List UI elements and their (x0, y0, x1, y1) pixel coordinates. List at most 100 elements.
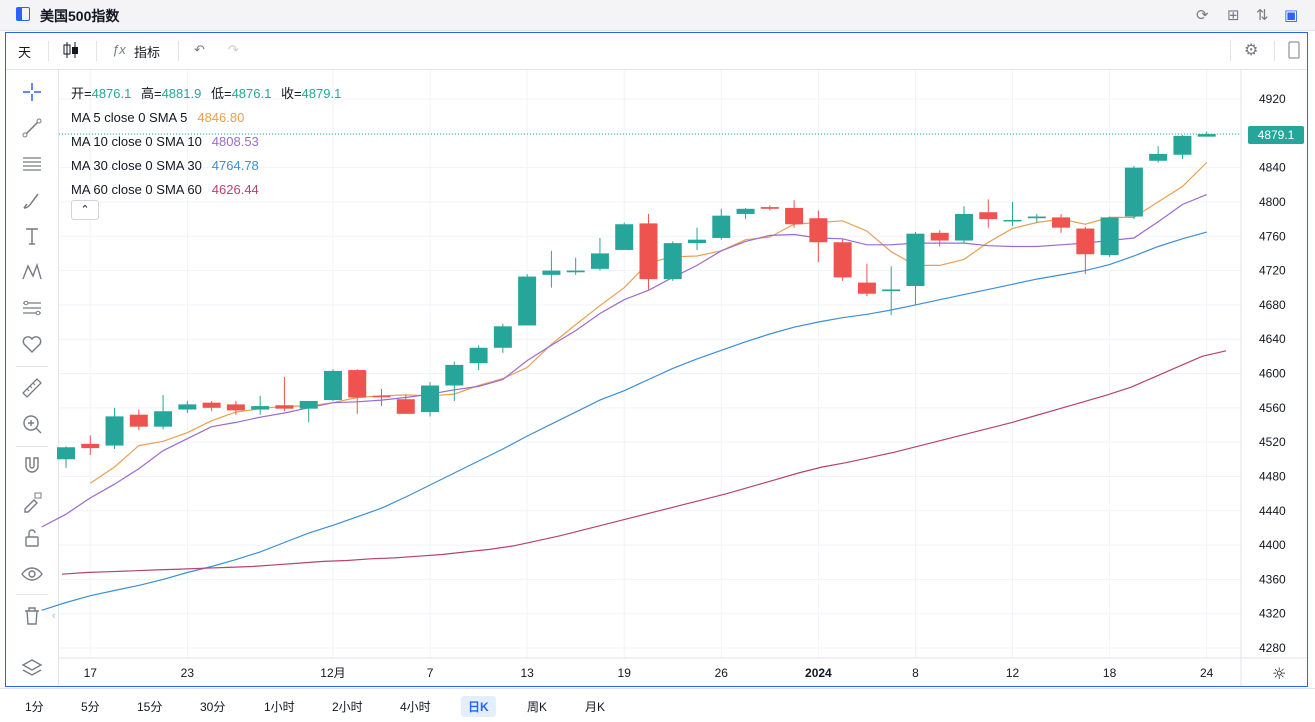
candle-body (833, 242, 852, 278)
undo-icon[interactable]: ↶ (194, 42, 205, 57)
candle-body (154, 411, 173, 427)
timeframe-1m[interactable]: 1分 (25, 700, 44, 714)
lock-drawing-icon[interactable] (20, 490, 44, 514)
trend-line-icon[interactable] (20, 116, 44, 140)
ma-line-2 (41, 194, 1207, 528)
date-tick-label: 7 (427, 666, 434, 680)
date-tick-label: 12 (1006, 666, 1020, 680)
candle-body (396, 399, 415, 414)
candle-body (372, 395, 391, 398)
candle-body (251, 406, 270, 410)
legend-collapse-button[interactable]: ⌃ (71, 200, 99, 220)
low-label: 低= (210, 86, 232, 101)
timeframe-day[interactable]: 日K (461, 696, 496, 717)
candle-type-icon[interactable] (62, 40, 80, 63)
refresh-icon[interactable]: ⟳ (1196, 7, 1209, 24)
price-tick-label: 4640 (1259, 332, 1286, 346)
candle-body (202, 402, 221, 408)
collapse-toolbar-icon[interactable]: ‹ (52, 610, 56, 622)
candle-body (518, 276, 537, 326)
chevron-up-icon: ⌃ (80, 204, 90, 216)
eye-icon[interactable] (20, 562, 44, 586)
close-label: 收= (280, 86, 302, 101)
timeframe-5m[interactable]: 5分 (81, 700, 100, 714)
grid (59, 70, 1241, 658)
sidebar-toggle-icon[interactable] (16, 7, 30, 21)
candle-body (129, 414, 148, 427)
fullscreen-icon[interactable] (1286, 41, 1302, 62)
candle-body (1173, 135, 1192, 155)
title-bar: 美国500指数 ⟳ ⊞ ⇅ ▣ (0, 0, 1315, 31)
timeframe-week[interactable]: 周K (527, 700, 548, 714)
price-tick-label: 4600 (1259, 367, 1286, 381)
ma30-label: MA 30 close 0 SMA 30 (71, 158, 202, 173)
brush-icon[interactable] (20, 188, 44, 212)
candle-body (493, 326, 512, 348)
timeframe-2h[interactable]: 2小时 (332, 700, 363, 714)
chart-frame (5, 32, 1308, 687)
ma5-row: MA 5 close 0 SMA 5 4846.80 (71, 106, 341, 130)
settings-icon[interactable]: ⚙ (1244, 42, 1259, 59)
sort-icon[interactable]: ⇅ (1256, 7, 1269, 24)
open-value: 4876.1 (91, 86, 132, 101)
grid-icon[interactable]: ⊞ (1227, 7, 1240, 24)
panel-icon[interactable]: ▣ (1284, 7, 1299, 24)
candle-body (1027, 216, 1046, 219)
candle-body (954, 213, 973, 241)
price-tick-label: 4520 (1259, 435, 1286, 449)
candle-body (809, 218, 828, 243)
price-axis: 4280 4320 4360 4400 4440 4480 4520 4560 4600 4640… (1240, 70, 1286, 686)
layers-icon[interactable] (20, 656, 44, 680)
function-icon[interactable]: ƒx (112, 42, 126, 57)
price-tick-label: 4720 (1259, 264, 1286, 278)
ma60-row: MA 60 close 0 SMA 60 4626.44 (71, 178, 341, 202)
timeframe-15m[interactable]: 15分 (137, 700, 163, 714)
timeframe-4h[interactable]: 4小时 (400, 700, 431, 714)
indicators-button[interactable]: 指标 (134, 45, 161, 60)
candle-body (688, 239, 707, 244)
high-value: 4881.9 (161, 86, 202, 101)
ohlc-row: 开=4876.1 高=4881.9 低=4876.1 收=4879.1 (71, 82, 341, 106)
candle-body (1197, 134, 1216, 137)
date-tick-label: 26 (715, 666, 729, 680)
pattern-icon[interactable] (20, 260, 44, 284)
timeframe-30m[interactable]: 30分 (200, 700, 226, 714)
ma5-label: MA 5 close 0 SMA 5 (71, 110, 188, 125)
ma60-label: MA 60 close 0 SMA 60 (71, 182, 202, 197)
crosshair-icon[interactable] (20, 80, 44, 104)
drawing-toolbar (6, 70, 59, 686)
measure-lines-icon[interactable] (20, 296, 44, 320)
date-tick-label: 17 (84, 666, 98, 680)
redo-icon[interactable]: ↷ (228, 42, 239, 57)
candle-body (1076, 228, 1095, 255)
candle-body (712, 215, 731, 238)
axis-settings-icon: ☼ (1272, 664, 1286, 683)
candle-body (275, 405, 294, 409)
ma5-value: 4846.80 (197, 110, 245, 125)
zoom-in-icon[interactable] (20, 412, 44, 436)
candle-body (105, 416, 124, 446)
ma30-row: MA 30 close 0 SMA 30 4764.78 (71, 154, 341, 178)
candle-body (81, 443, 100, 449)
candle-body (857, 282, 876, 294)
candle-body (445, 364, 464, 386)
candle-body (1003, 219, 1022, 222)
timeframe-1h[interactable]: 1小时 (264, 700, 295, 714)
low-value: 4876.1 (231, 86, 272, 101)
ma30-value: 4764.78 (211, 158, 259, 173)
horizontal-lines-icon[interactable] (20, 152, 44, 176)
price-tick-label: 4440 (1259, 504, 1286, 518)
heart-icon[interactable] (20, 332, 44, 356)
text-icon[interactable] (20, 224, 44, 248)
candle-body (57, 447, 75, 460)
unlock-icon[interactable] (20, 526, 44, 550)
trash-icon[interactable] (20, 604, 44, 628)
ruler-icon[interactable] (20, 376, 44, 400)
timeframe-month[interactable]: 月K (585, 700, 606, 714)
interval-button[interactable]: 天 (18, 45, 32, 60)
magnet-icon[interactable] (20, 454, 44, 478)
candle-body (1124, 167, 1143, 217)
candle-body (542, 270, 561, 275)
candle-body (930, 232, 949, 241)
